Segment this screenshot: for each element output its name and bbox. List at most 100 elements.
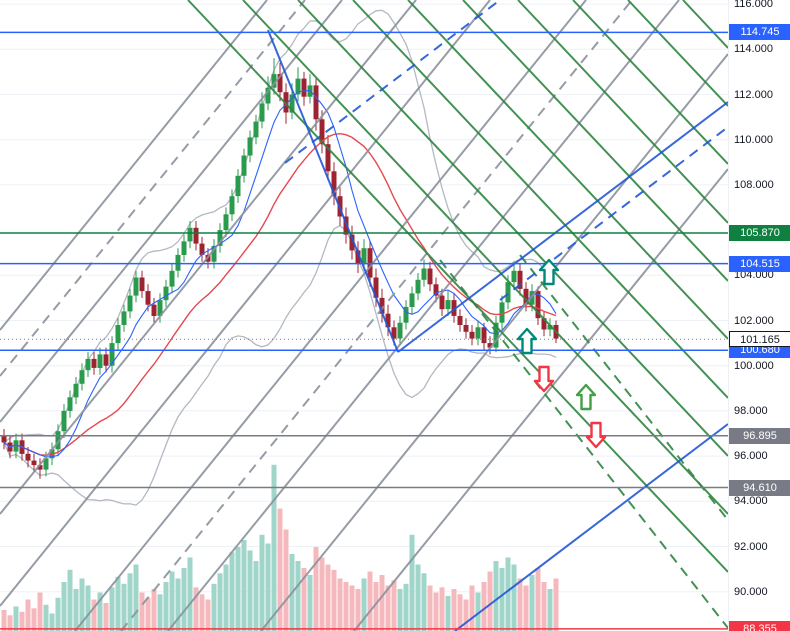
gray-rising-channel[interactable] [260,53,728,631]
candle-body[interactable] [421,268,427,280]
candle-body[interactable] [97,354,103,368]
blue-pitchfork[interactable] [454,423,728,631]
candle-body[interactable] [157,300,163,316]
candle-body[interactable] [517,270,523,289]
candle-body[interactable] [145,291,151,305]
candle-body[interactable] [349,234,355,251]
green-falling-fan[interactable] [407,0,728,340]
candle-body[interactable] [445,300,451,310]
candle-body[interactable] [139,277,145,292]
candle-body[interactable] [91,358,97,368]
candle-body[interactable] [415,279,421,294]
candle-body[interactable] [463,325,469,332]
signal-arrow-down[interactable] [585,421,607,449]
candle-body[interactable] [451,300,457,316]
green-falling-fan[interactable] [297,0,728,457]
candle-body[interactable] [151,304,157,316]
candle-body[interactable] [409,293,415,307]
gray-rising-channel[interactable] [167,0,680,631]
candle-body[interactable] [439,295,445,310]
candle-body[interactable] [535,291,541,319]
candle-body[interactable] [361,248,367,264]
candle-body[interactable] [457,316,463,325]
gray-rising-channel[interactable] [0,0,491,607]
candle-body[interactable] [259,103,265,122]
candle-body[interactable] [175,254,181,271]
candle-body[interactable] [187,227,193,242]
green-falling-fan[interactable] [572,0,728,165]
green-falling-fan[interactable] [627,0,728,107]
candle-body[interactable] [487,343,493,348]
candle-body[interactable] [25,453,31,461]
gray-rising-channel[interactable] [74,0,587,631]
candle-body[interactable] [529,291,535,305]
candle-body[interactable] [283,92,289,113]
candle-body[interactable] [385,313,391,328]
chart-pane[interactable] [0,0,728,631]
candle-body[interactable] [31,460,37,466]
candle-body[interactable] [55,431,61,450]
candle-body[interactable] [133,277,139,296]
candle-body[interactable] [433,284,439,296]
green-falling-fan[interactable] [352,0,728,399]
candle-body[interactable] [217,230,223,246]
signal-arrow-up[interactable] [538,258,560,286]
candle-body[interactable] [121,311,127,325]
candle-body[interactable] [181,241,187,255]
candle-body[interactable] [169,270,175,287]
candle-body[interactable] [1,435,7,443]
candle-body[interactable] [247,137,253,156]
candle-body[interactable] [277,74,283,93]
blue-pitchfork[interactable] [397,101,728,353]
gray-rising-channel-median[interactable] [0,0,306,377]
candle-body[interactable] [199,243,205,255]
candle-body[interactable] [253,121,259,138]
candle-body[interactable] [241,155,247,176]
candle-body[interactable] [271,74,277,88]
candle-body[interactable] [229,196,235,215]
green-falling-fan[interactable] [517,0,728,224]
green-falling-fan-dashed[interactable] [439,259,728,629]
candle-body[interactable] [43,458,49,470]
candle-body[interactable] [523,288,529,305]
green-falling-fan-dashed[interactable] [519,254,728,521]
candle-body[interactable] [313,85,319,120]
blue-pitchfork[interactable] [267,29,399,353]
green-falling-fan[interactable] [462,0,728,282]
candle-body[interactable] [301,78,307,97]
candle-body[interactable] [103,354,109,366]
candle-body[interactable] [355,250,361,264]
candle-body[interactable] [127,295,133,312]
candle-body[interactable] [493,322,499,348]
candle-body[interactable] [427,268,433,285]
candle-body[interactable] [379,297,385,314]
candle-body[interactable] [49,449,55,459]
candle-body[interactable] [391,327,397,339]
candle-body[interactable] [211,245,217,262]
blue-pitchfork-dashed[interactable] [284,0,501,164]
candle-body[interactable] [505,282,511,303]
candle-body[interactable] [547,325,553,330]
green-falling-fan[interactable] [682,0,728,49]
candle-body[interactable] [541,318,547,330]
candle-body[interactable] [403,306,409,323]
gray-rising-channel[interactable] [0,0,268,331]
candle-body[interactable] [67,397,73,411]
gray-rising-channel[interactable] [0,0,343,423]
candle-body[interactable] [319,119,325,145]
candle-body[interactable] [475,327,481,339]
signal-arrow-up[interactable] [516,327,538,355]
candle-body[interactable] [397,322,403,339]
green-falling-fan[interactable] [242,0,728,515]
candle-body[interactable] [265,87,271,104]
candle-body[interactable] [481,327,487,344]
candle-body[interactable] [223,214,229,231]
candle-body[interactable] [499,302,505,323]
candle-body[interactable] [115,325,121,344]
candle-body[interactable] [373,277,379,298]
candle-body[interactable] [295,78,301,95]
blue-pitchfork-dashed[interactable] [499,126,728,301]
candle-body[interactable] [289,94,295,113]
candle-body[interactable] [13,440,19,452]
candle-body[interactable] [469,331,475,339]
